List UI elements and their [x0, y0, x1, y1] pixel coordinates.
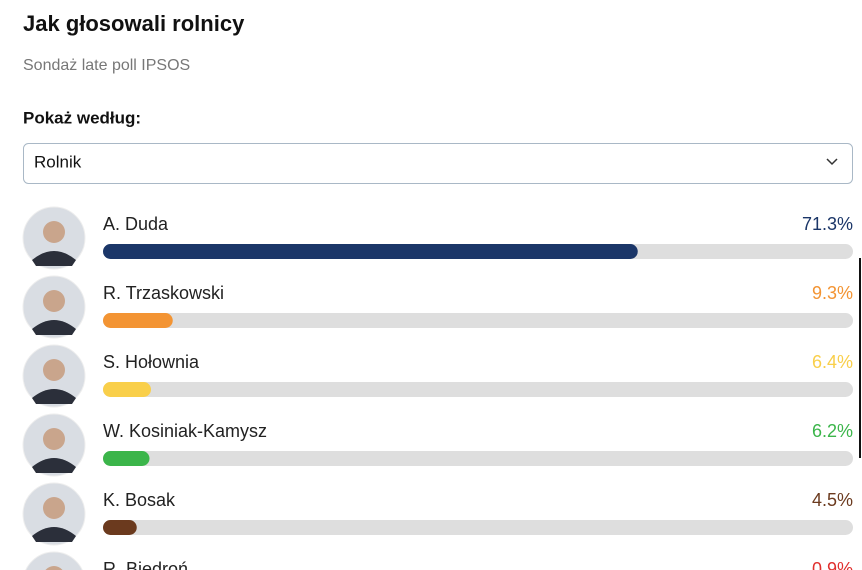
- dropdown[interactable]: Rolnik: [23, 143, 853, 184]
- avatar-head: [43, 290, 65, 312]
- dropdown-chevron[interactable]: [826, 158, 838, 166]
- avatar-body: [32, 389, 76, 404]
- filter-label: Pokaż według:: [23, 108, 141, 127]
- bar-track: [103, 382, 853, 397]
- value-label: 71.3%: [802, 214, 853, 234]
- avatar-body: [32, 527, 76, 542]
- value-label: 0.9%: [812, 559, 853, 570]
- dropdown-box[interactable]: [23, 143, 853, 184]
- candidate-name: A. Duda: [103, 214, 169, 234]
- avatar: [25, 551, 83, 570]
- bar-track: [103, 451, 853, 466]
- dropdown-value[interactable]: Rolnik: [34, 152, 82, 171]
- value-label: 6.2%: [812, 421, 853, 441]
- avatar-body: [32, 320, 76, 335]
- bar: [103, 520, 137, 535]
- bar-track: [103, 313, 853, 328]
- avatar-head: [43, 428, 65, 450]
- candidate-name: R. Biedroń: [103, 559, 188, 570]
- value-label: 9.3%: [812, 283, 853, 303]
- bar: [103, 244, 638, 259]
- candidate-name: R. Trzaskowski: [103, 283, 224, 303]
- avatar-head: [43, 359, 65, 381]
- bar: [103, 313, 173, 328]
- avatar-head: [43, 221, 65, 243]
- avatar-body: [32, 251, 76, 266]
- title: Jak głosowali rolnicy: [23, 11, 245, 36]
- avatar-body: [32, 458, 76, 473]
- avatar-head: [45, 566, 63, 570]
- bar: [103, 382, 151, 397]
- subtitle: Sondaż late poll IPSOS: [23, 57, 190, 74]
- candidate-name: K. Bosak: [103, 490, 176, 510]
- candidate-name: S. Hołownia: [103, 352, 200, 372]
- value-label: 4.5%: [812, 490, 853, 510]
- value-label: 6.4%: [812, 352, 853, 372]
- candidate-name: W. Kosiniak-Kamysz: [103, 421, 267, 441]
- bar-track: [103, 520, 853, 535]
- bar: [103, 451, 150, 466]
- avatar-head: [43, 497, 65, 519]
